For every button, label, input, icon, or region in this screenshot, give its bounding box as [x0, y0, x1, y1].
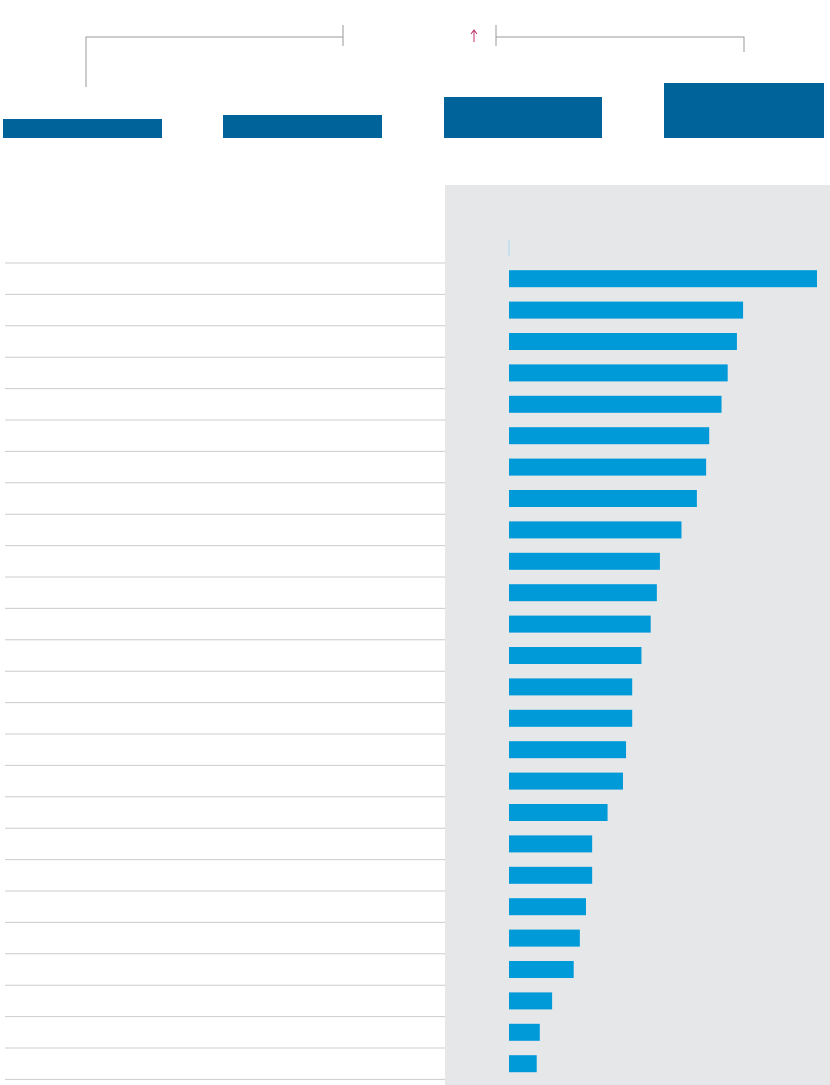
bar	[509, 584, 657, 602]
header	[3, 25, 824, 138]
bar	[509, 395, 722, 413]
column-header	[664, 83, 824, 138]
bar	[509, 364, 728, 382]
column-header	[3, 119, 162, 138]
bar	[509, 490, 697, 507]
bracket	[85, 36, 343, 87]
panel	[445, 185, 830, 1085]
bar	[509, 772, 623, 790]
bar	[509, 835, 593, 853]
bar	[509, 929, 580, 947]
bar	[509, 615, 651, 633]
bar	[509, 678, 633, 696]
bar	[509, 427, 710, 445]
bar	[509, 301, 744, 319]
arrow-head	[470, 29, 478, 35]
bar	[509, 647, 642, 664]
bar	[509, 898, 586, 916]
column-header	[444, 97, 602, 138]
bar	[509, 270, 817, 288]
bar	[509, 804, 608, 821]
bar	[509, 992, 553, 1010]
bar	[509, 552, 660, 570]
bar	[509, 521, 682, 539]
bar	[509, 709, 633, 727]
bar	[509, 458, 707, 476]
bar	[509, 333, 737, 350]
column-header	[223, 115, 382, 138]
bar	[509, 961, 574, 978]
bar	[509, 1023, 540, 1041]
bar	[509, 741, 627, 759]
bracket	[496, 36, 745, 52]
bar	[509, 866, 593, 884]
bar	[509, 1055, 537, 1073]
